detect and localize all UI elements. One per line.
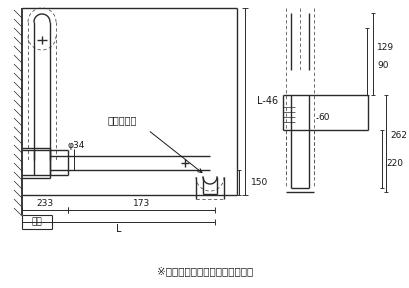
Text: 150: 150: [250, 178, 267, 187]
Text: 220: 220: [385, 158, 402, 168]
Text: 操作レバー: 操作レバー: [108, 115, 137, 125]
Text: φ34: φ34: [68, 141, 85, 149]
Text: 129: 129: [376, 43, 393, 52]
Text: 60: 60: [317, 113, 329, 122]
Text: L: L: [115, 224, 121, 234]
Text: 262: 262: [389, 131, 406, 140]
Text: ※水平の位置のみ固定できます。: ※水平の位置のみ固定できます。: [157, 266, 252, 276]
Text: 90: 90: [376, 61, 388, 70]
Text: L-46: L-46: [256, 96, 277, 107]
Text: 233: 233: [36, 200, 54, 209]
Text: 173: 173: [133, 200, 150, 209]
Text: 壁面: 壁面: [31, 217, 42, 226]
